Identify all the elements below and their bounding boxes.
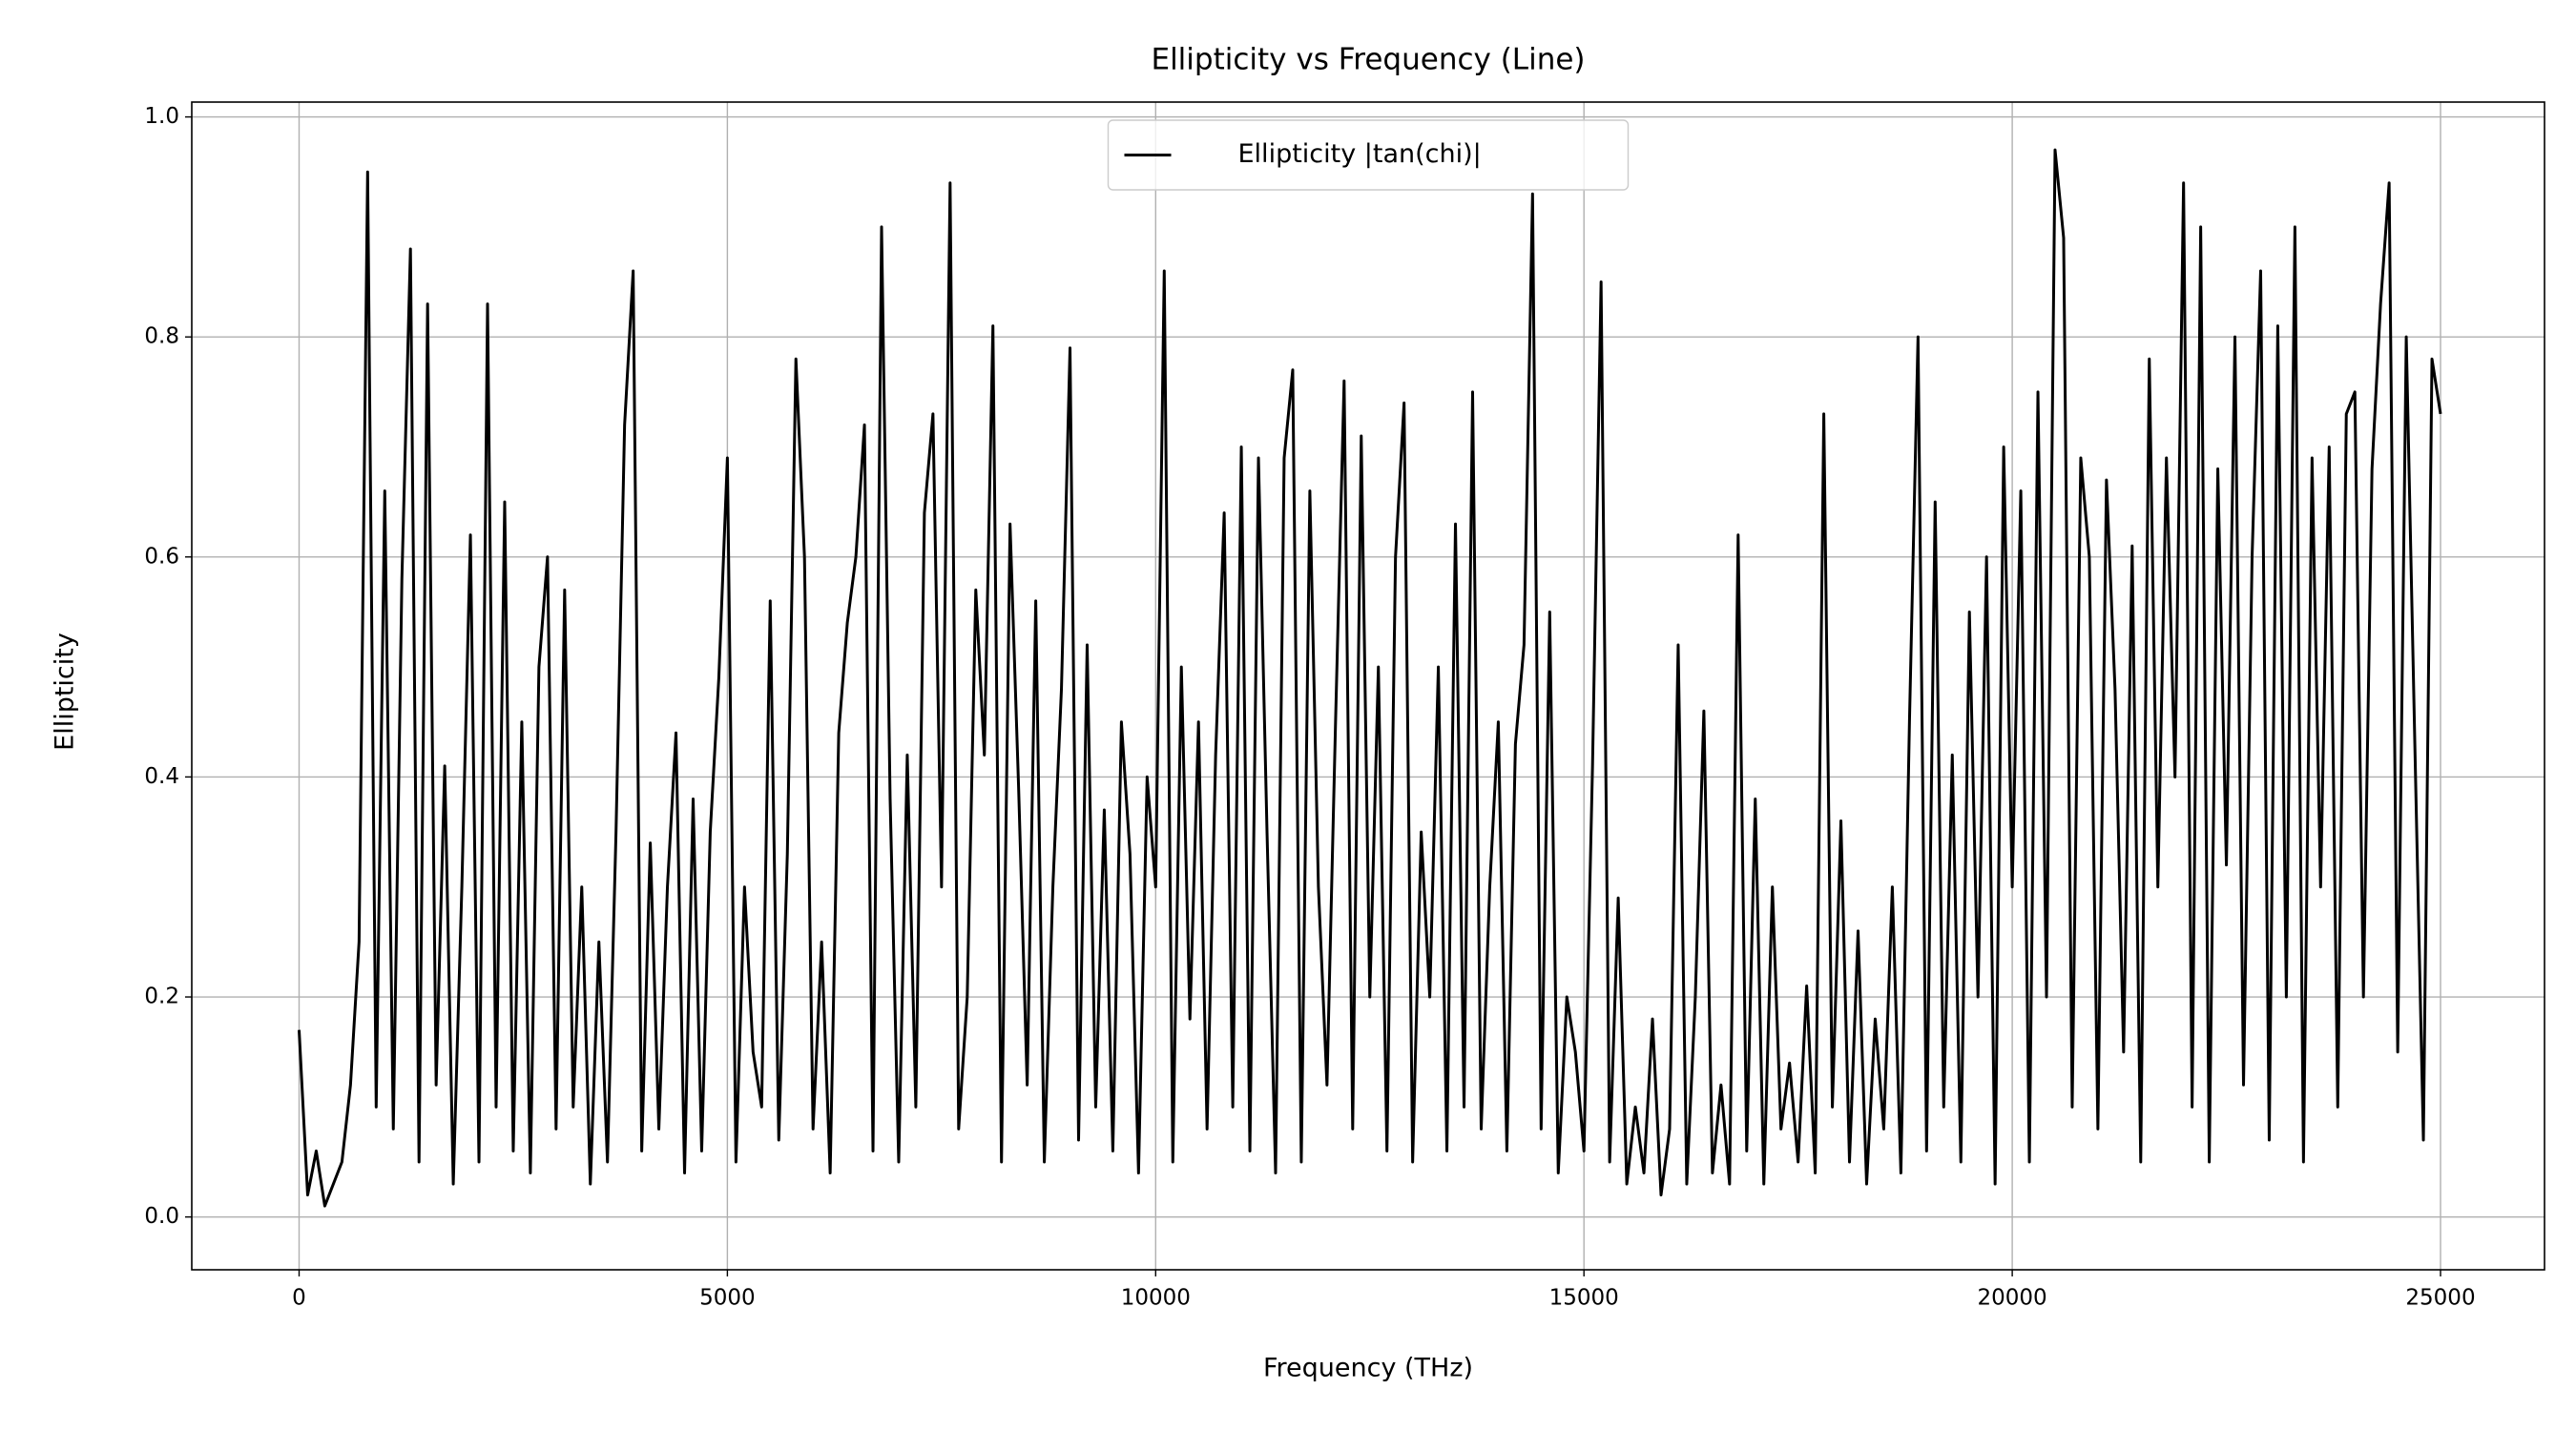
y-tick-label: 0.0: [144, 1204, 179, 1229]
y-tick-label: 1.0: [144, 104, 179, 129]
y-tick-label: 0.2: [144, 985, 179, 1009]
x-tick-label: 0: [292, 1286, 306, 1311]
y-tick-label: 0.8: [144, 324, 179, 349]
legend-label: Ellipticity |tan(chi)|: [1238, 139, 1482, 169]
y-tick-label: 0.6: [144, 544, 179, 569]
x-tick-label: 5000: [699, 1286, 756, 1311]
chart-title: Ellipticity vs Frequency (Line): [1151, 43, 1585, 77]
y-tick-label: 0.4: [144, 764, 179, 789]
x-tick-label: 15000: [1549, 1286, 1619, 1311]
x-tick-label: 25000: [2405, 1286, 2475, 1311]
data-line: [297, 148, 2442, 1208]
legend-box: [1107, 119, 1630, 191]
y-axis-label: Ellipticity: [51, 633, 80, 751]
x-tick-label: 10000: [1121, 1286, 1191, 1311]
x-tick-label: 20000: [1978, 1286, 2047, 1311]
plot-frame: [191, 101, 2545, 1271]
x-axis-label: Frequency (THz): [1263, 1354, 1473, 1383]
